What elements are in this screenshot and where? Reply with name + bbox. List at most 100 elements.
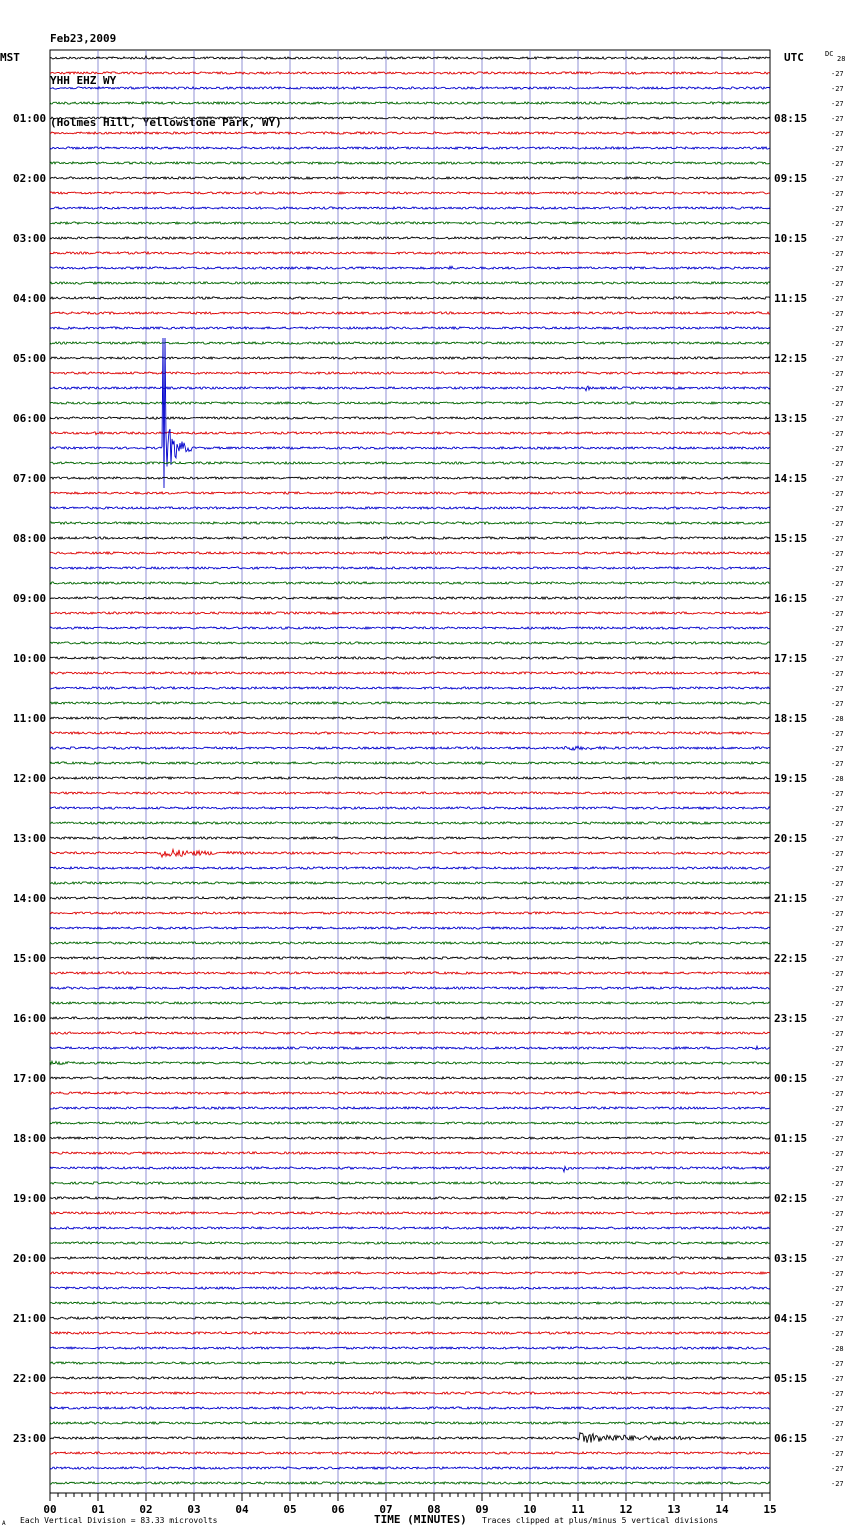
- dc-offset-label: -27: [831, 700, 844, 708]
- seismic-trace: [49, 640, 771, 645]
- dc-offset-label: -27: [831, 730, 844, 738]
- seismic-trace: [49, 1420, 771, 1426]
- dc-offset-label: -27: [831, 835, 844, 843]
- dc-offset-label: -27: [831, 850, 844, 858]
- seismic-trace: [49, 370, 771, 375]
- seismic-trace: [49, 1376, 771, 1381]
- x-tick-label: 09: [475, 1503, 488, 1516]
- dc-offset-label: -27: [831, 970, 844, 978]
- trace-group: [49, 54, 771, 1485]
- seismic-trace: [49, 1285, 771, 1291]
- dc-offset-label: -27: [831, 460, 844, 468]
- seismic-trace: [49, 1059, 771, 1066]
- plot-frame: [49, 49, 771, 1494]
- right-hour-label: 08:15: [774, 112, 807, 125]
- dc-offset-label: -27: [831, 1435, 844, 1443]
- dc-offset-label: -27: [831, 355, 844, 363]
- seismic-trace: [49, 760, 771, 766]
- seismic-trace: [49, 205, 771, 210]
- seismic-trace: [49, 1210, 771, 1216]
- seismic-trace: [49, 1015, 771, 1020]
- seismic-trace: [49, 1001, 771, 1005]
- seismic-trace: [49, 655, 771, 661]
- dc-offset-label: -27: [831, 430, 844, 438]
- dc-offset-label: -27: [831, 250, 844, 258]
- x-tick-label: 11: [571, 1503, 585, 1516]
- seismic-trace: [49, 685, 771, 691]
- x-tick-label: 04: [235, 1503, 249, 1516]
- dc-offset-label: -27: [831, 670, 844, 678]
- seismic-trace: [49, 310, 771, 316]
- seismic-trace: [49, 1165, 771, 1174]
- left-hour-label: 18:00: [13, 1132, 46, 1145]
- seismic-trace: [49, 1226, 771, 1230]
- dc-offset-label: -27: [831, 205, 844, 213]
- seismic-trace: [49, 131, 771, 136]
- right-hour-label: 01:15: [774, 1132, 807, 1145]
- dc-offset-label: -27: [831, 1060, 844, 1068]
- x-tick-label: 07: [379, 1503, 392, 1516]
- dc-offset-label: -27: [831, 1330, 844, 1338]
- seismic-trace: [49, 847, 771, 859]
- x-tick-label: 01: [91, 1503, 105, 1516]
- seismic-trace: [49, 941, 771, 946]
- dc-offset-label: -27: [831, 685, 844, 693]
- x-tick-label: 12: [619, 1503, 632, 1516]
- dc-offset-label: -27: [831, 1135, 844, 1143]
- dc-offset-label: -28: [831, 775, 844, 783]
- station-code: YHH EHZ WY: [50, 74, 117, 87]
- right-hour-label: 13:15: [774, 412, 807, 425]
- dc-offset-label: -27: [831, 385, 844, 393]
- dc-offset-label: -27: [831, 1360, 844, 1368]
- seismic-trace: [49, 535, 771, 541]
- seismic-trace: [49, 1120, 771, 1126]
- left-hour-label: 13:00: [13, 832, 46, 845]
- dc-offset-label: -27: [831, 400, 844, 408]
- left-hour-label: 03:00: [13, 232, 46, 245]
- seismic-trace: [49, 550, 771, 556]
- seismic-trace: [49, 1405, 771, 1411]
- dc-offset-label: -27: [831, 190, 844, 198]
- seismic-trace: [49, 1315, 771, 1321]
- grid-lines: [49, 49, 771, 1494]
- seismic-trace: [49, 791, 771, 795]
- dc-offset-label: -27: [831, 490, 844, 498]
- seismic-trace: [49, 430, 771, 436]
- plot-date: Feb23,2009: [50, 32, 117, 45]
- left-timezone-label: MST: [0, 51, 20, 64]
- seismic-trace: [49, 1345, 771, 1351]
- dc-offset-label: -27: [831, 280, 844, 288]
- left-hour-label: 22:00: [13, 1372, 46, 1385]
- dc-offset-label: -27: [831, 145, 844, 153]
- seismic-trace: [49, 955, 771, 961]
- left-hour-label: 12:00: [13, 772, 46, 785]
- x-tick-label: 00: [43, 1503, 56, 1516]
- dc-offset-label: -27: [831, 565, 844, 573]
- dc-offset-label: -27: [831, 85, 844, 93]
- x-axis-title: TIME (MINUTES): [374, 1513, 467, 1526]
- x-tick-label: 06: [331, 1503, 345, 1516]
- x-tick-label: 10: [523, 1503, 536, 1516]
- right-hour-label: 06:15: [774, 1432, 807, 1445]
- dc-offset-label: -27: [831, 1375, 844, 1383]
- seismic-trace: [49, 415, 771, 421]
- dc-offset-label: -27: [831, 100, 844, 108]
- dc-offset-label: -27: [831, 955, 844, 963]
- dc-offset-label: -27: [831, 1150, 844, 1158]
- seismic-trace: [49, 580, 771, 585]
- dc-offset-label: -27: [831, 820, 844, 828]
- x-tick-label: 13: [667, 1503, 680, 1516]
- seismic-trace: [49, 1360, 771, 1365]
- dc-offset-label: -27: [831, 595, 844, 603]
- seismic-trace: [49, 625, 771, 631]
- seismic-trace: [49, 1256, 771, 1261]
- dc-offset-label: -27: [831, 610, 844, 618]
- dc-offset-label: -27: [831, 310, 844, 318]
- dc-offset-label: -27: [831, 370, 844, 378]
- left-hour-label: 15:00: [13, 952, 46, 965]
- right-hour-label: 15:15: [774, 532, 807, 545]
- dc-offset-label: -27: [831, 640, 844, 648]
- dc-offset-label: 28: [837, 55, 845, 63]
- seismic-trace: [49, 985, 771, 991]
- left-hour-label: 19:00: [13, 1192, 46, 1205]
